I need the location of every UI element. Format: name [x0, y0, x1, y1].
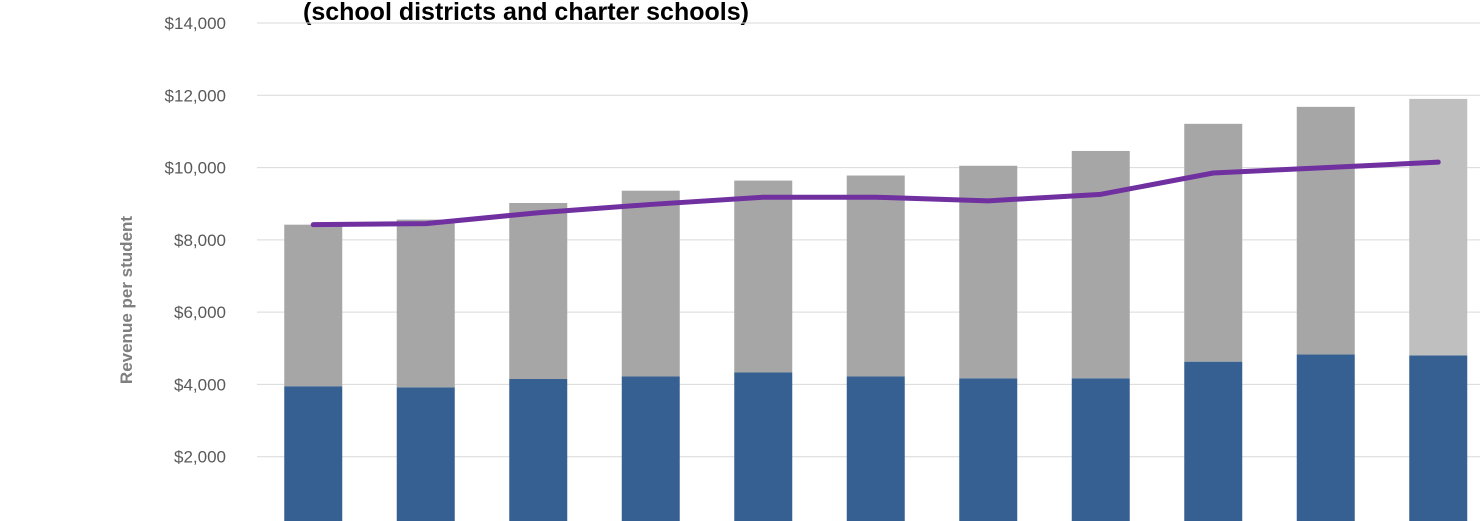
bar-segment: [1071, 150, 1130, 379]
bar-segment: [1296, 106, 1355, 355]
y-tick-label: $14,000: [165, 14, 226, 33]
y-axis-label: Revenue per student: [117, 216, 136, 384]
bar-segment: [846, 376, 905, 521]
line: [310, 159, 1441, 228]
bar-segment: [509, 202, 568, 380]
bar-segment: [621, 376, 680, 521]
bar-segment: [621, 190, 680, 377]
bar-segment: [1184, 123, 1243, 362]
bar-segment: [509, 379, 568, 521]
bar-segment: [1296, 354, 1355, 521]
y-tick-label: $10,000: [165, 159, 226, 178]
bar-segment: [284, 224, 343, 387]
bar-segment: [734, 372, 793, 521]
bar-segment: [846, 175, 905, 377]
bar-segment: [396, 219, 455, 388]
y-tick-label: $12,000: [165, 86, 226, 105]
y-tick-label: $2,000: [174, 448, 226, 467]
bar-segment: [1184, 361, 1243, 521]
bar-segment: [734, 180, 793, 373]
bar-segment: [396, 387, 455, 521]
y-tick-label: $4,000: [174, 375, 226, 394]
bar-segment: [959, 378, 1018, 521]
y-tick-label: $6,000: [174, 303, 226, 322]
bar-segment: [1071, 378, 1130, 521]
bar-segment: [284, 386, 343, 521]
y-tick-label: $8,000: [174, 231, 226, 250]
chart-title: (school districts and charter schools): [303, 0, 749, 26]
bar-segment: [1409, 98, 1468, 356]
bar-segment: [1409, 355, 1468, 521]
